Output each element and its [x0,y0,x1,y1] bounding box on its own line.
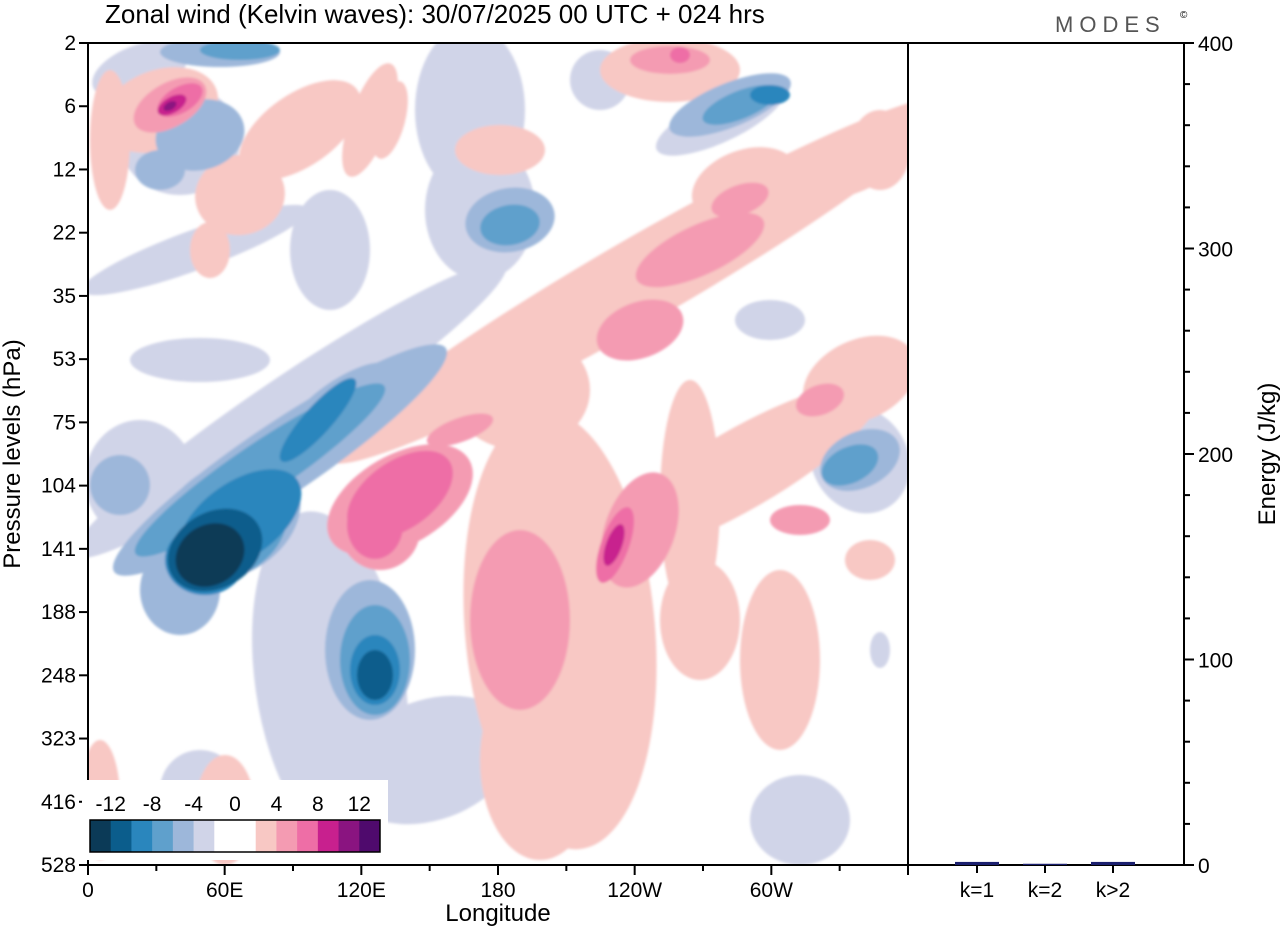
energy-bar [955,861,999,865]
colorbar-frame [89,819,381,853]
y-tick-label: 188 [41,601,76,624]
colorbar-swatch [90,820,112,852]
y-axis-title: Pressure levels (hPa) [0,339,26,568]
colorbar-swatch [317,820,340,852]
colorbar-swatch [214,820,236,852]
colorbar-tick-label: 12 [348,793,371,816]
x-axis-title: Longitude [445,900,550,927]
x-tick-label: 120W [607,879,662,902]
energy-axis-title: Energy (J/kg) [1254,383,1280,526]
y-tick-label: 323 [41,728,76,751]
energy-tick-label: 300 [1198,239,1233,262]
y-tick-label: 22 [53,222,76,245]
x-tick-label: 60W [750,879,793,902]
y-tick-label: 141 [41,538,76,561]
energy-tick-label: 400 [1198,33,1233,56]
energy-category-label: k=2 [1028,879,1062,902]
y-tick-label: 12 [53,158,76,181]
colorbar-tick-label: -8 [143,793,162,816]
colorbar-swatch [255,820,277,852]
y-tick-label: 35 [53,285,76,308]
logo-copyright-mark: © [1180,10,1188,21]
y-tick-label: 2 [64,32,76,55]
y-tick-label: 416 [41,791,76,814]
colorbar-swatch [131,820,153,852]
y-tick-label: 6 [64,95,76,118]
chart-title: Zonal wind (Kelvin waves): 30/07/2025 00… [105,0,765,29]
colorbar-swatch [110,820,132,852]
colorbar-tick-label: 4 [271,793,283,816]
colorbar-swatch [235,820,257,852]
heatmap-plot [88,43,908,865]
colorbar-swatch [193,820,215,852]
x-tick-label: 60E [206,879,243,902]
colorbar-legend: -12 -8 -4 0 4 8 12 [82,780,388,860]
colorbar-swatch [276,820,298,852]
y-tick-label: 528 [41,854,76,877]
y-tick-label: 104 [41,475,76,498]
colorbar-tick-label: -12 [96,793,126,816]
colorbar-tick-label: -4 [184,793,203,816]
colorbar-swatch [297,820,319,852]
energy-tick-label: 0 [1198,855,1210,878]
energy-bar-chart: 0 100 200 300 400 k=1 k=2 k>2 [955,33,1233,902]
energy-bar [1023,863,1067,865]
x-tick-label: 180 [480,879,515,902]
colorbar-swatch [172,820,195,852]
energy-bar [1091,861,1135,865]
colorbar-tick-label: 8 [312,793,324,816]
colorbar-swatch [359,820,381,852]
x-tick-label: 120E [337,879,386,902]
energy-category-label: k=1 [960,879,994,902]
y-tick-label: 248 [41,664,76,687]
modes-logo: MODES [1055,12,1166,37]
energy-tick-label: 100 [1198,650,1233,673]
colorbar-tick-label: 0 [229,793,241,816]
colorbar-swatch [338,820,360,852]
energy-category-label: k>2 [1096,879,1130,902]
y-tick-label: 75 [53,411,76,434]
y-tick-label: 53 [53,348,76,371]
colorbar-swatch [152,820,174,852]
x-tick-label: 0 [82,879,94,902]
energy-tick-label: 200 [1198,444,1233,467]
energy-panel-frame [907,42,1185,866]
